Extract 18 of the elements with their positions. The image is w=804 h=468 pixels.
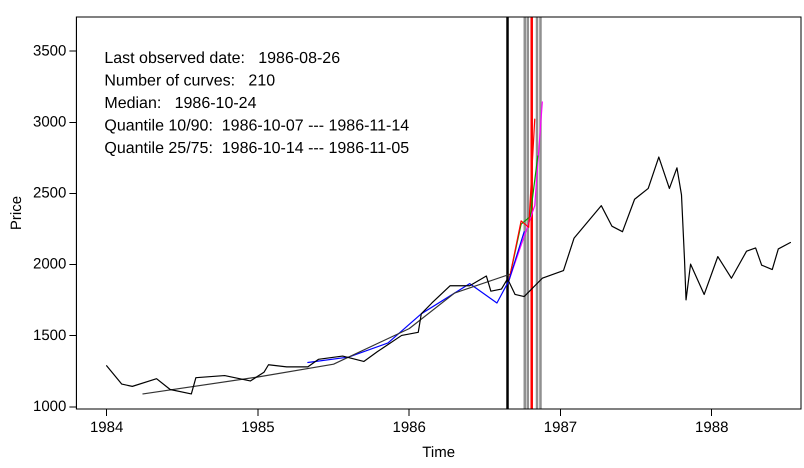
x-tick-label: 1984 — [90, 419, 124, 436]
y-tick-label: 2500 — [32, 184, 66, 202]
annotation: Quantile 10/90: 1986-10-07 --- 1986-11-14 — [104, 118, 410, 134]
x-tick-label: 1986 — [392, 419, 426, 436]
y-tick-label: 1000 — [32, 398, 66, 416]
x-axis-title: Time — [422, 444, 456, 462]
y-axis-title: Price — [8, 196, 26, 230]
annotation: Median: 1986-10-24 — [104, 95, 257, 112]
y-tick-label: 3500 — [32, 42, 66, 60]
annotation: Quantile 25/75: 1986-10-14 --- 1986-11-05 — [104, 140, 410, 157]
annotation: Number of curves: 210 — [104, 72, 276, 90]
x-tick-label: 1987 — [544, 419, 578, 436]
y-tick-label: 2000 — [32, 256, 66, 273]
x-tick-label: 1985 — [241, 419, 275, 436]
y-tick-label: 3000 — [32, 113, 66, 130]
annotation: Last observed date: 1986-08-26 — [104, 50, 340, 67]
y-tick-label: 1500 — [32, 326, 66, 344]
x-tick-label: 1988 — [695, 419, 728, 436]
